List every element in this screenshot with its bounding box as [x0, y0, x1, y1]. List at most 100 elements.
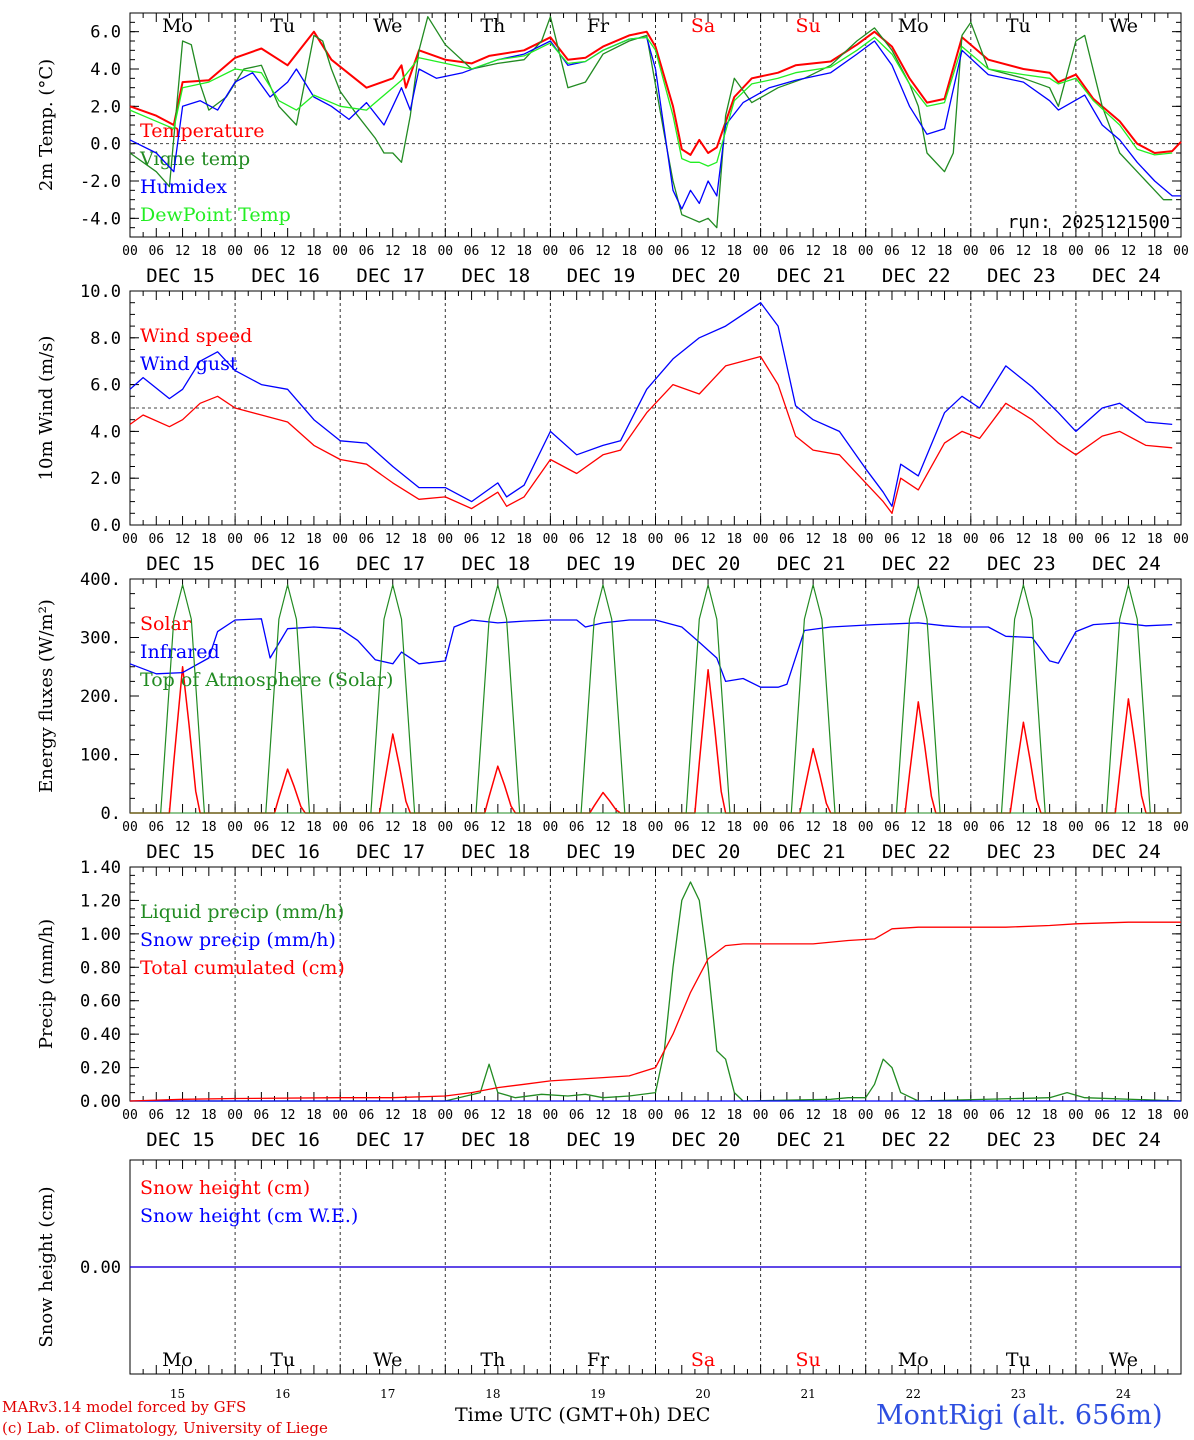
legend-entry: Humidex [140, 176, 227, 198]
top-of-atmosphere-solar-line [1000, 584, 1046, 814]
hour-tick-label: 18 [411, 1108, 427, 1123]
date-label: DEC 21 [777, 553, 846, 575]
hour-tick-label: 18 [1042, 1108, 1058, 1123]
weekday-label-top: Th [480, 15, 505, 37]
weekday-label-bottom: Th [480, 1349, 505, 1371]
y-tick-label: 0.0 [90, 516, 121, 536]
hour-tick-label: 06 [674, 820, 690, 835]
hour-tick-label: 06 [674, 1108, 690, 1123]
date-label: DEC 15 [146, 553, 215, 575]
weekday-label-bottom: Mo [898, 1349, 929, 1371]
hour-tick-label: 00 [332, 820, 348, 835]
hour-tick-label: 00 [227, 244, 243, 259]
y-tick-label: 0.0 [90, 135, 121, 155]
hour-tick-label: 18 [201, 532, 217, 547]
hour-tick-label: 18 [621, 244, 637, 259]
hour-tick-label: 00 [1068, 532, 1084, 547]
hour-tick-label: 00 [1173, 1108, 1189, 1123]
hour-tick-label: 12 [910, 532, 926, 547]
hour-tick-label: 18 [306, 244, 322, 259]
date-label: DEC 21 [777, 1129, 846, 1151]
date-label: DEC 16 [251, 553, 320, 575]
date-label: DEC 16 [251, 841, 320, 863]
hour-tick-label: 06 [1094, 532, 1110, 547]
date-label: DEC 18 [462, 841, 531, 863]
hour-tick-label: 00 [648, 244, 664, 259]
date-label: DEC 20 [672, 553, 741, 575]
weekday-label-top: Mo [898, 15, 929, 37]
hour-tick-label: 12 [175, 1108, 191, 1123]
hour-tick-label: 12 [595, 1108, 611, 1123]
hour-tick-label: 00 [1068, 1108, 1084, 1123]
hour-tick-label: 18 [937, 244, 953, 259]
date-label: DEC 21 [777, 841, 846, 863]
hour-tick-label: 12 [385, 820, 401, 835]
date-label: DEC 17 [356, 841, 425, 863]
hour-tick-label: 18 [726, 1108, 742, 1123]
weekday-label-top: Tu [1006, 15, 1031, 37]
y-tick-label: 10.0 [80, 282, 121, 302]
lab-credit: (c) Lab. of Climatology, University of L… [2, 1419, 328, 1437]
date-label: DEC 18 [462, 1129, 531, 1151]
hour-tick-label: 00 [963, 532, 979, 547]
hour-tick-label: 06 [884, 820, 900, 835]
y-axis-label: 10m Wind (m/s) [36, 336, 57, 481]
date-label: DEC 16 [251, 1129, 320, 1151]
hour-tick-label: 00 [963, 244, 979, 259]
hour-tick-label: 18 [411, 532, 427, 547]
hour-tick-label: 00 [753, 244, 769, 259]
day-number-label: 23 [1011, 1387, 1026, 1401]
hour-tick-label: 00 [332, 1108, 348, 1123]
date-label: DEC 22 [882, 1129, 951, 1151]
date-label: DEC 17 [356, 1129, 425, 1151]
legend-entry: Snow height (cm W.E.) [140, 1205, 358, 1227]
hour-tick-label: 12 [805, 1108, 821, 1123]
hour-tick-label: 06 [569, 1108, 585, 1123]
hour-tick-label: 18 [726, 532, 742, 547]
legend-entry: Solar [140, 613, 192, 635]
hour-tick-label: 00 [122, 532, 138, 547]
legend-entry: Total cumulated (cm) [140, 957, 345, 979]
weekday-label-bottom: We [373, 1349, 402, 1371]
hour-tick-label: 18 [937, 820, 953, 835]
hour-tick-label: 18 [1147, 820, 1163, 835]
hour-tick-label: 00 [437, 1108, 453, 1123]
hour-tick-label: 18 [516, 532, 532, 547]
date-label: DEC 16 [251, 265, 320, 287]
legend-entry: Liquid precip (mm/h) [140, 901, 344, 923]
y-tick-label: 100. [80, 746, 121, 766]
hour-tick-label: 06 [1094, 1108, 1110, 1123]
legend-entry: Temperature [140, 120, 264, 142]
hour-tick-label: 00 [753, 532, 769, 547]
y-tick-label: 400. [80, 570, 121, 590]
weekday-label-top: We [1109, 15, 1138, 37]
hour-tick-label: 06 [254, 532, 270, 547]
legend-entry: Top of Atmosphere (Solar) [140, 669, 393, 691]
dewpoint-temp-line [129, 36, 1173, 167]
top-of-atmosphere-solar-line [160, 584, 205, 814]
hour-tick-label: 00 [122, 1108, 138, 1123]
y-tick-label: 2.0 [90, 97, 121, 117]
weekday-label-bottom: Sa [691, 1349, 715, 1371]
y-tick-label: 0.80 [80, 958, 121, 978]
hour-tick-label: 06 [148, 532, 164, 547]
hour-tick-label: 12 [1016, 532, 1032, 547]
date-label: DEC 15 [146, 1129, 215, 1151]
weekday-label-bottom: Tu [270, 1349, 295, 1371]
infrared-line [129, 618, 1173, 688]
weekday-label-top: Fr [587, 15, 610, 37]
hour-tick-label: 18 [1042, 820, 1058, 835]
date-label: DEC 23 [987, 553, 1056, 575]
date-label: DEC 22 [882, 841, 951, 863]
legend-entry: Vigne temp [139, 148, 250, 170]
y-tick-label: 8.0 [90, 329, 121, 349]
date-label: DEC 21 [777, 265, 846, 287]
hour-tick-label: 00 [437, 820, 453, 835]
y-tick-label: 0.00 [80, 1092, 121, 1112]
hour-tick-label: 12 [385, 1108, 401, 1123]
y-tick-label: 200. [80, 687, 121, 707]
hour-tick-label: 18 [726, 244, 742, 259]
day-number-label: 17 [380, 1387, 395, 1401]
hour-tick-label: 06 [779, 244, 795, 259]
